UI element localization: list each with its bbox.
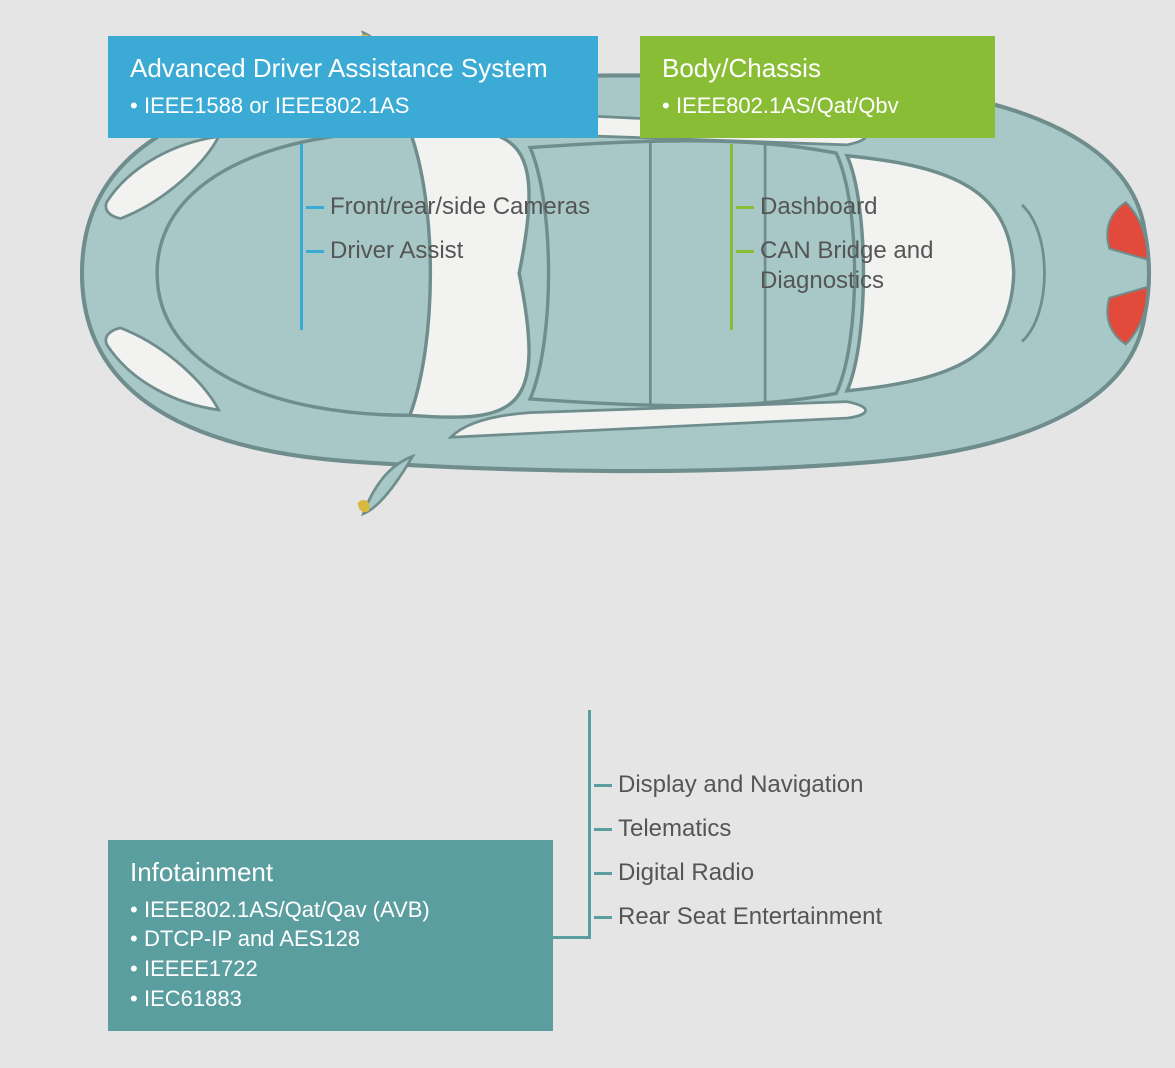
- infotainment-box: Infotainment IEEE802.1AS/Qat/Qav (AVB) D…: [108, 840, 553, 1031]
- infotainment-title: Infotainment: [130, 856, 531, 889]
- infotainment-item-1: DTCP-IP and AES128: [130, 924, 531, 954]
- bodychassis-feature-1-label: CAN Bridge and Diagnostics: [760, 237, 933, 294]
- adas-feature-1-label: Driver Assist: [330, 237, 463, 264]
- bodychassis-feature-1: CAN Bridge and Diagnostics: [736, 236, 1020, 296]
- infotainment-feature-1-label: Telematics: [618, 815, 731, 842]
- infotainment-connector-h: [553, 936, 591, 939]
- infotainment-connector-v: [588, 710, 591, 939]
- adas-feature-0-label: Front/rear/side Cameras: [330, 193, 590, 220]
- bodychassis-feature-0-label: Dashboard: [760, 193, 877, 220]
- bodychassis-box: Body/Chassis IEEE802.1AS/Qat/Qbv: [640, 36, 995, 138]
- infotainment-item-2: IEEEE1722: [130, 954, 531, 984]
- infotainment-feature-3: Rear Seat Entertainment: [594, 902, 882, 932]
- adas-feature-0: Front/rear/side Cameras: [306, 192, 590, 222]
- infotainment-feature-0-label: Display and Navigation: [618, 771, 863, 798]
- infotainment-item-3: IEC61883: [130, 984, 531, 1014]
- adas-box: Advanced Driver Assistance System IEEE15…: [108, 36, 598, 138]
- adas-item-0: IEEE1588 or IEEE802.1AS: [130, 91, 576, 121]
- bodychassis-title: Body/Chassis: [662, 52, 973, 85]
- infotainment-item-0: IEEE802.1AS/Qat/Qav (AVB): [130, 895, 531, 925]
- bodychassis-item-0: IEEE802.1AS/Qat/Qbv: [662, 91, 973, 121]
- infotainment-feature-2: Digital Radio: [594, 858, 754, 888]
- infotainment-feature-1: Telematics: [594, 814, 731, 844]
- adas-feature-1: Driver Assist: [306, 236, 463, 266]
- infotainment-feature-2-label: Digital Radio: [618, 859, 754, 886]
- adas-connector: [300, 144, 303, 330]
- infotainment-feature-3-label: Rear Seat Entertainment: [618, 903, 882, 930]
- adas-title: Advanced Driver Assistance System: [130, 52, 576, 85]
- infotainment-feature-0: Display and Navigation: [594, 770, 863, 800]
- bodychassis-connector: [730, 144, 733, 330]
- bodychassis-feature-0: Dashboard: [736, 192, 877, 222]
